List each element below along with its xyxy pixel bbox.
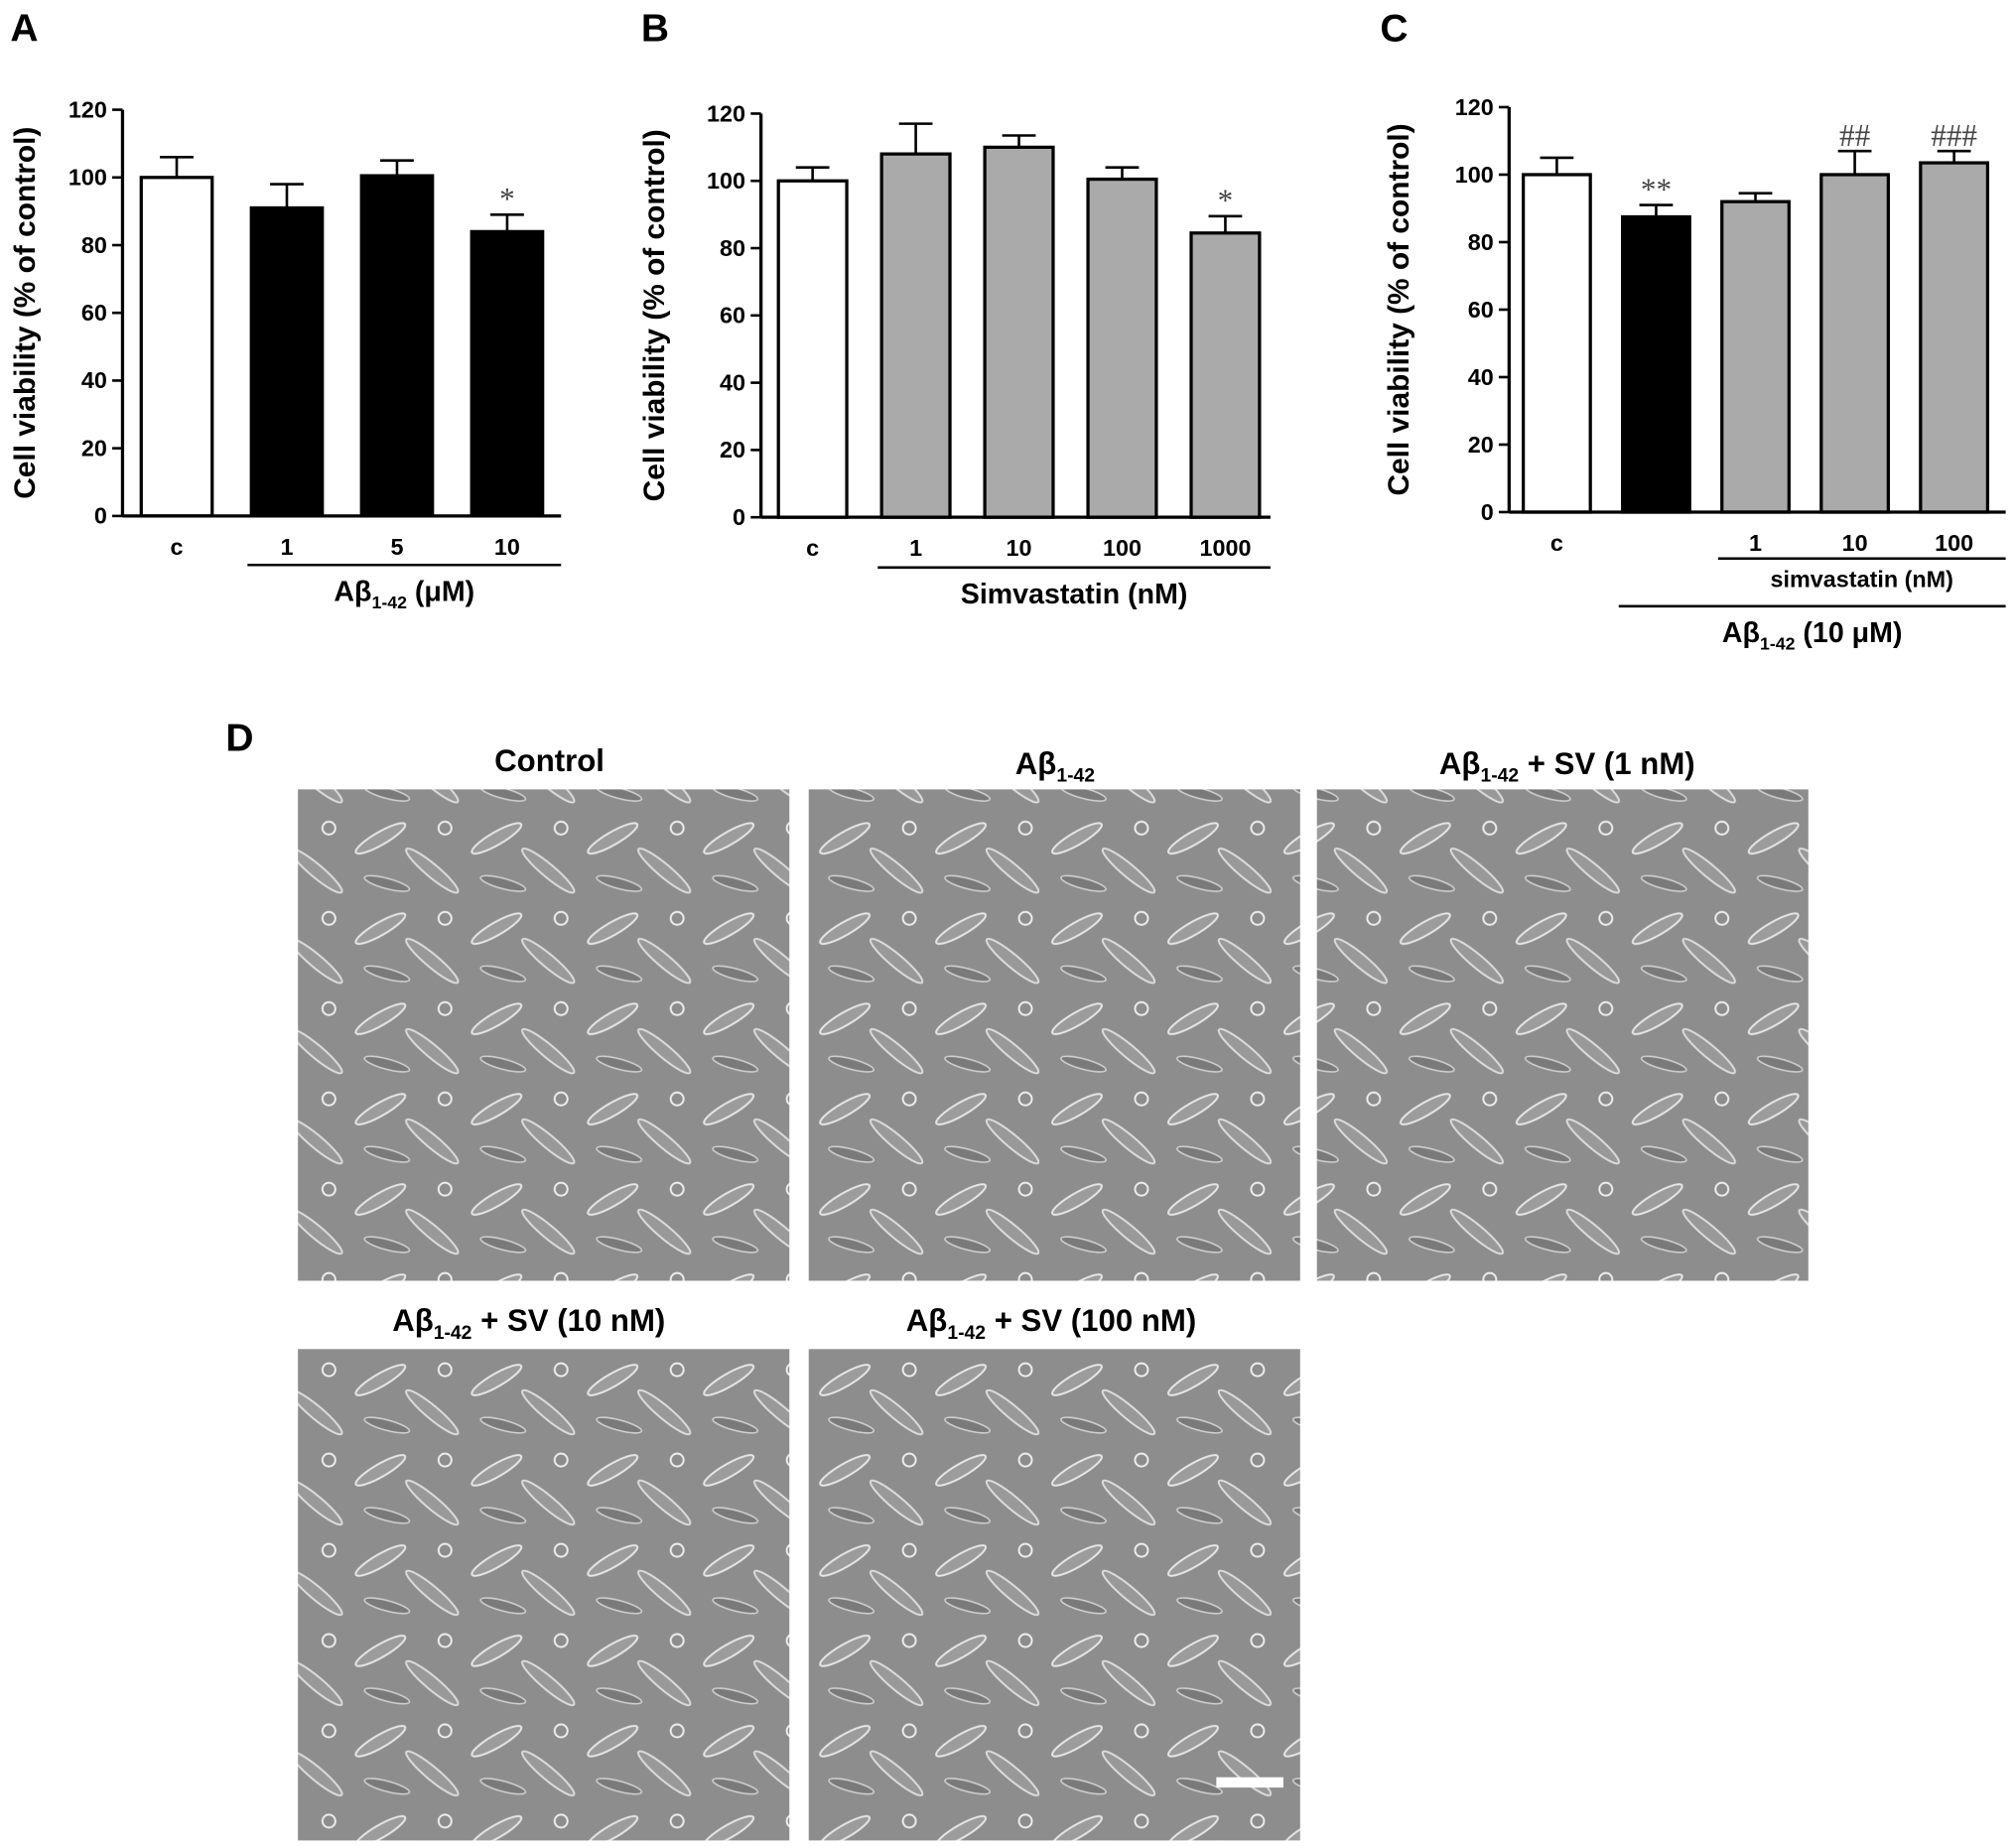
micrograph [1316,789,1809,1281]
y-tick-label: 120 [707,100,745,126]
significance: ** [1641,172,1672,206]
micrograph [298,1349,790,1841]
significance: * [1218,184,1234,218]
y-axis-title: Cell viability (% of control) [9,127,42,499]
micrograph [808,1349,1300,1841]
subscript: 1-42 [434,1323,472,1344]
y-tick-label: 100 [1455,162,1494,188]
group-label: Aβ1-42 (μM) [334,577,474,612]
y-tick-label: 80 [81,232,107,258]
y-tick-label: 60 [1468,297,1494,323]
subscript: 1-42 [1760,633,1796,653]
text-part: Aβ [906,1303,948,1338]
image-title: Aβ1-42 [1015,746,1095,787]
x-tick-label: c [806,535,819,561]
x-tick-label: 1 [909,535,922,561]
image-title: Aβ1-42 + SV (100 nM) [906,1303,1196,1344]
x-tick-label: c [1550,530,1563,556]
y-tick-label: 20 [81,435,107,461]
group-label: simvastatin (nM) [1771,566,1953,592]
group-label: Simvastatin (nM) [961,579,1188,610]
bar [1521,173,1592,514]
y-tick-label: 0 [94,503,107,529]
y-tick-label: 80 [1468,229,1494,255]
text-part: (μM) [407,577,474,608]
y-tick-label: 0 [1481,499,1494,525]
bar [139,176,214,518]
image-title: Control [494,743,605,778]
y-tick-label: 120 [1455,94,1494,120]
bar [470,229,545,518]
bar [879,152,952,519]
bar [776,179,849,519]
y-tick-label: 0 [733,504,745,530]
x-tick-label: c [171,534,184,560]
x-tick-label: 1000 [1199,535,1251,561]
bar [983,145,1055,519]
bar [1189,231,1262,519]
panel-label: D [225,717,253,759]
micrograph [808,789,1300,1281]
image-title: Aβ1-42 + SV (1 nM) [1439,746,1695,787]
subscript: 1-42 [1480,766,1519,787]
y-axis-title: Cell viability (% of control) [1383,123,1415,495]
bar [1919,161,1990,514]
y-axis-title: Cell viability (% of control) [638,129,671,501]
panel-label: B [641,8,669,51]
text-part: Aβ [1722,617,1760,649]
micrograph [298,789,790,1281]
y-tick-label: 20 [1468,432,1494,458]
text-part: Aβ [1015,746,1057,781]
y-tick-label: 40 [1468,364,1494,390]
group-label: Aβ1-42 (10 μM) [1722,617,1903,653]
bar [1086,177,1158,519]
text-part: (10 μM) [1795,617,1902,649]
x-tick-label: 1 [280,534,293,560]
panel-label: A [10,8,38,51]
subscript: 1-42 [371,593,407,612]
y-tick-label: 80 [720,235,745,261]
text-part: Aβ [392,1303,434,1338]
x-tick-label: 10 [494,534,520,560]
x-tick-label: 5 [390,534,403,560]
text-part: Simvastatin (nM) [961,579,1188,610]
x-tick-label: 100 [1103,535,1142,561]
y-tick-label: 40 [720,369,745,395]
text-part: + SV (10 nM) [471,1303,665,1338]
y-tick-label: 100 [707,168,745,194]
x-tick-label: 10 [1842,530,1868,556]
significance: * [499,182,515,216]
bar [1819,173,1890,514]
text-part: simvastatin (nM) [1771,566,1953,592]
x-tick-label: 1 [1749,530,1762,556]
subscript: 1-42 [947,1323,986,1344]
x-tick-label: 10 [1007,535,1032,561]
y-tick-label: 60 [720,303,745,329]
y-tick-label: 40 [81,367,107,393]
significance: ## [1839,118,1871,153]
text-part: + SV (1 nM) [1519,746,1695,781]
scale-bar [1216,1777,1283,1788]
text-part: Aβ [334,577,371,608]
x-tick-label: 100 [1935,530,1973,556]
bar [249,205,325,518]
panel-label: C [1380,8,1408,51]
image-title: Aβ1-42 + SV (10 nM) [392,1303,665,1344]
bar [1621,214,1691,514]
y-tick-label: 120 [68,96,107,122]
significance: ### [1931,118,1977,153]
y-tick-label: 60 [81,300,107,326]
text-part: Control [494,743,605,778]
subscript: 1-42 [1056,766,1095,787]
bar [1720,199,1791,514]
text-part: + SV (100 nM) [986,1303,1196,1338]
y-tick-label: 20 [720,437,745,462]
text-part: Aβ [1439,746,1481,781]
bar [359,174,435,518]
y-tick-label: 100 [68,165,107,191]
